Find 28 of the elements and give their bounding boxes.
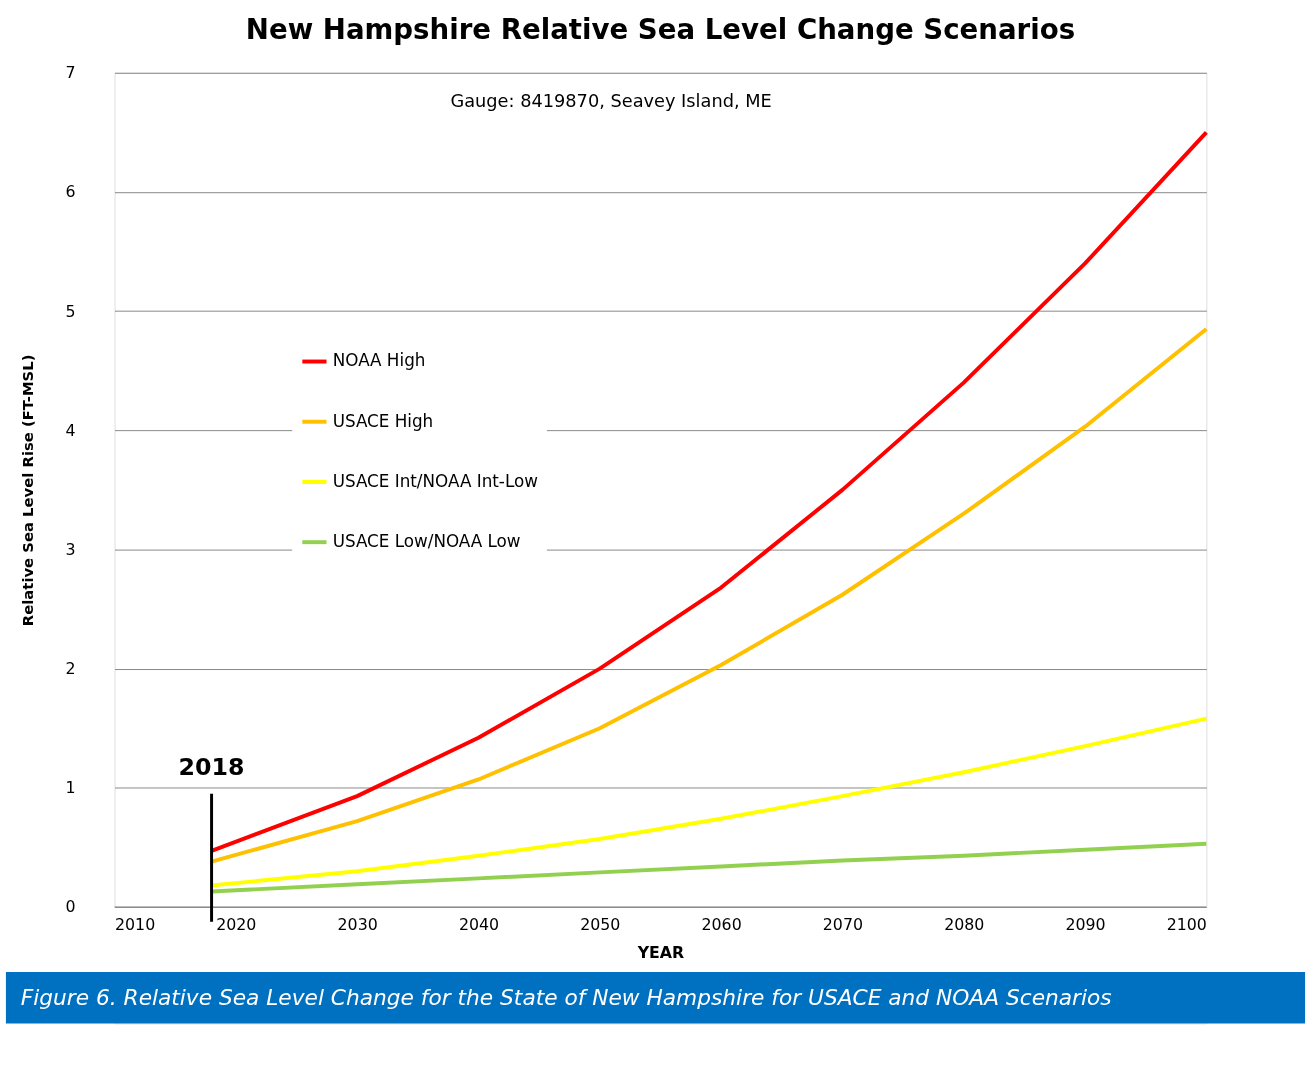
chart-title: New Hampshire Relative Sea Level Change Scenarios [245,13,1076,47]
y-tick-label: 7 [65,63,76,83]
legend-label: USACE Low/NOAA Low [332,531,521,552]
y-tick-label: 1 [65,778,76,798]
annotation: Gauge: 8419870, Seavey Island, ME [450,91,772,112]
x-tick-label: 2090 [1065,915,1106,935]
y-tick-label: 2 [65,659,76,679]
x-tick-label: 2100 [1166,915,1207,935]
x-tick-label: 2020 [216,915,257,935]
x-tick-label: 2070 [822,915,863,935]
legend-label: USACE Int/NOAA Int-Low [332,470,539,491]
caption: Figure 6. Relative Sea Level Change for the State of New Hampshire for USACE and NOAA Scenarios [20,984,1112,1010]
y-tick-label: 3 [65,539,76,559]
legend-label: USACE High [332,410,434,431]
legend-label: NOAA High [332,350,426,371]
y-tick-label: 0 [65,897,76,917]
x-tick-label: 2050 [580,915,621,935]
y-tick-label: 5 [65,301,76,321]
x-tick-label: 2080 [944,915,985,935]
x-axis-title: YEAR [636,942,685,962]
x-tick-label: 2060 [701,915,742,935]
y-tick-label: 6 [65,182,76,202]
ref-line-label: 2018 [178,752,245,781]
y-axis-title: Relative Sea Level Rise (FT-MSL) [18,354,36,627]
x-tick-label: 2030 [337,915,378,935]
x-tick-label: 2010 [115,915,156,935]
x-tick-label: 2040 [458,915,500,935]
y-tick-label: 4 [65,420,76,440]
